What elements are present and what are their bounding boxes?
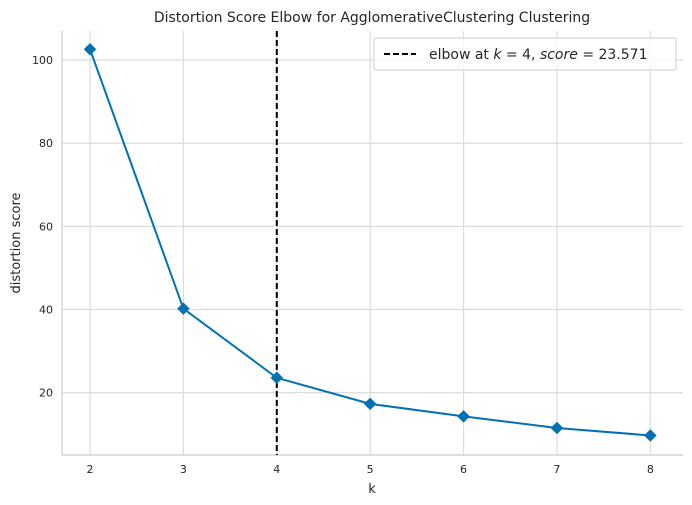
data-point-marker <box>83 42 97 56</box>
legend-box <box>373 37 677 71</box>
y-tick-label: 60 <box>39 220 53 233</box>
x-tick-label: 8 <box>647 463 654 476</box>
y-tick-label: 80 <box>39 137 53 150</box>
y-axis-label: distortion score <box>9 193 24 294</box>
y-tick-label: 40 <box>39 304 53 317</box>
data-point-marker <box>270 371 284 385</box>
x-axis-label: k <box>368 482 376 497</box>
x-tick-label: 4 <box>273 463 280 476</box>
grid-lines <box>62 31 683 455</box>
legend-text-prefix: elbow at <box>429 47 493 63</box>
labels: Distortion Score Elbow for Agglomerative… <box>9 10 590 497</box>
x-tick-label: 7 <box>553 463 560 476</box>
legend-text-score-value: = 23.571 <box>578 47 648 63</box>
legend-text-k: k <box>493 47 502 63</box>
data-point-marker <box>363 397 377 411</box>
data-point-marker <box>643 429 657 442</box>
y-tick-label: 20 <box>39 387 53 400</box>
y-tick-label: 100 <box>32 54 53 67</box>
legend-label: elbow at k = 4, score = 23.571 <box>429 47 648 63</box>
legend-text-k-value: = 4, <box>501 47 539 63</box>
x-tick-label: 5 <box>367 463 374 476</box>
legend: elbow at k = 4, score = 23.571 <box>373 37 677 71</box>
data-point-marker <box>457 409 470 423</box>
chart-title: Distortion Score Elbow for Agglomerative… <box>154 10 590 26</box>
data-point-marker <box>550 421 564 435</box>
x-tick-label: 2 <box>87 463 94 476</box>
axes: 2 3 4 5 6 7 8 20 40 60 80 100 <box>32 31 683 476</box>
series-layer <box>83 42 657 442</box>
data-point-marker <box>177 302 190 316</box>
x-tick-label: 3 <box>180 463 187 476</box>
legend-text-score: score <box>540 47 578 63</box>
x-tick-label: 6 <box>460 463 467 476</box>
